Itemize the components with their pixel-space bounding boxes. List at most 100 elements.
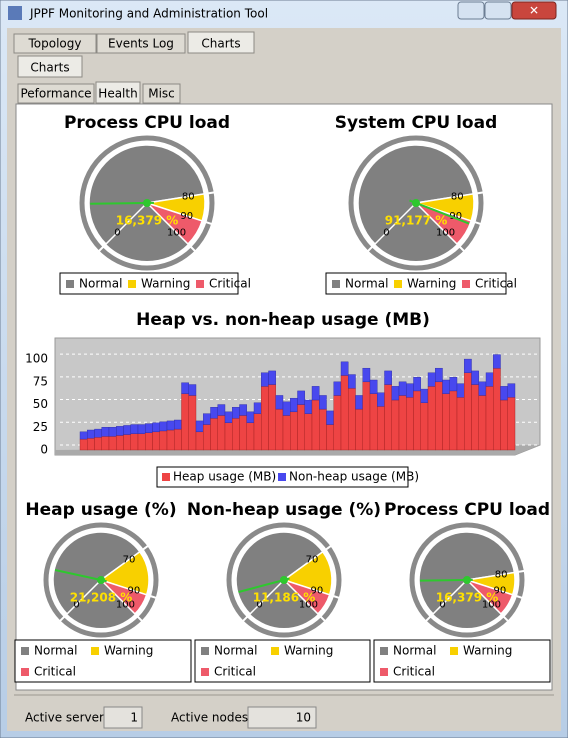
bar-segment	[413, 390, 421, 451]
gauge-tick	[58, 615, 66, 623]
gauge-band	[235, 531, 324, 616]
close-button[interactable]	[511, 1, 557, 20]
legend	[194, 639, 371, 683]
gauge-tick	[458, 245, 466, 253]
bar-segment	[282, 401, 291, 416]
legend-swatch	[201, 668, 209, 676]
legend	[14, 639, 192, 683]
bar-segment	[464, 372, 472, 451]
servers-value: 1	[130, 711, 138, 725]
bar-segment	[94, 428, 102, 438]
legend-swatch	[394, 280, 402, 288]
bar-segment	[87, 437, 95, 451]
gauge-title: Heap usage (%)	[25, 500, 176, 520]
bar-segment	[420, 388, 429, 403]
bar-segment	[304, 413, 313, 451]
bar-segment	[232, 417, 240, 451]
app-icon	[8, 6, 22, 20]
legend-swatch	[380, 668, 388, 676]
bar-segment	[391, 399, 400, 451]
legend-swatch	[332, 280, 340, 288]
bar-segment	[340, 361, 349, 376]
tab[interactable]	[96, 33, 186, 54]
gauge-title: System CPU load	[335, 113, 498, 133]
bar-segment	[304, 399, 313, 414]
bar-segment	[355, 408, 363, 451]
bar-segment	[268, 370, 276, 385]
gauge-tick-label: 100	[436, 228, 455, 239]
bar-segment	[493, 354, 501, 369]
bar-segment	[311, 399, 320, 451]
tab-label: Charts	[201, 37, 240, 51]
tab[interactable]	[142, 83, 181, 104]
legend-label: Normal	[345, 277, 388, 291]
bar-segment	[297, 390, 305, 405]
gauge-tick-label: 90	[449, 211, 462, 222]
bar-segment	[246, 411, 255, 423]
tab-label: Charts	[30, 61, 69, 75]
bar-segment	[340, 375, 349, 451]
bar-segment	[152, 431, 160, 451]
gauge-tick-label: 90	[494, 586, 507, 597]
bar-segment	[123, 434, 131, 451]
bar-segment	[478, 381, 487, 396]
servers-field	[103, 706, 143, 729]
servers-label: Active servers	[25, 711, 110, 725]
bar-segment	[137, 424, 146, 434]
bar-segment	[123, 425, 131, 435]
y-tick-label: 75	[33, 374, 48, 388]
gauge-ring	[43, 522, 159, 638]
bar-segment	[94, 437, 102, 451]
bar-segment	[224, 422, 233, 451]
separator	[14, 694, 554, 696]
gauge-tick-label: 70	[306, 555, 319, 566]
gauge-tick	[204, 220, 213, 226]
close-glyph: ✕	[529, 4, 539, 18]
tab[interactable]	[17, 55, 83, 78]
gauge-tick	[517, 569, 526, 574]
minimize-button[interactable]	[457, 1, 485, 20]
tab[interactable]	[187, 31, 255, 54]
gauge-tick-label: 0	[73, 599, 79, 610]
gauge-band	[146, 202, 204, 246]
legend-label: Non-heap usage (MB)	[289, 470, 419, 484]
legend-swatch	[91, 647, 99, 655]
bar-segment	[195, 431, 204, 451]
gauge-tick-label: 0	[383, 228, 389, 239]
gauge-tick	[241, 615, 249, 623]
legend	[373, 639, 551, 683]
bar-segment	[246, 422, 255, 451]
bar-segment	[326, 424, 334, 451]
window-title: JPPF Monitoring and Administration Tool	[29, 7, 268, 21]
bar-segment	[369, 393, 378, 451]
gauge-tick-label: 100	[116, 599, 135, 610]
bar-segment	[406, 397, 414, 451]
legend-label: Normal	[214, 644, 257, 658]
bar-segment	[391, 386, 400, 401]
legend-label: Heap usage (MB)	[173, 470, 276, 484]
bar-segment	[239, 415, 247, 451]
tab[interactable]	[13, 33, 97, 54]
tab[interactable]	[95, 81, 141, 104]
y-tick-label: 25	[33, 420, 48, 434]
bar-segment	[500, 399, 508, 451]
bar-segment	[348, 374, 356, 389]
tab[interactable]	[17, 83, 95, 104]
bar-segment	[319, 395, 327, 410]
gauge-tick	[189, 245, 197, 253]
legend-label: Warning	[284, 644, 333, 658]
bar-segment	[333, 381, 342, 396]
bar-segment	[79, 438, 88, 451]
bar-segment	[217, 415, 226, 451]
bar-segment	[442, 393, 450, 451]
gauge-band	[88, 144, 206, 246]
gauge-title: Process CPU load	[64, 113, 230, 133]
bar-segment	[290, 411, 298, 451]
legend-swatch	[201, 647, 209, 655]
bar-segment	[456, 397, 465, 451]
bar-segment	[369, 379, 378, 394]
gauge-value: 11,186 %	[253, 591, 316, 605]
maximize-button[interactable]	[484, 1, 512, 20]
gauge-title: Process CPU load	[384, 500, 550, 520]
gauge-tick-label: 90	[180, 211, 193, 222]
